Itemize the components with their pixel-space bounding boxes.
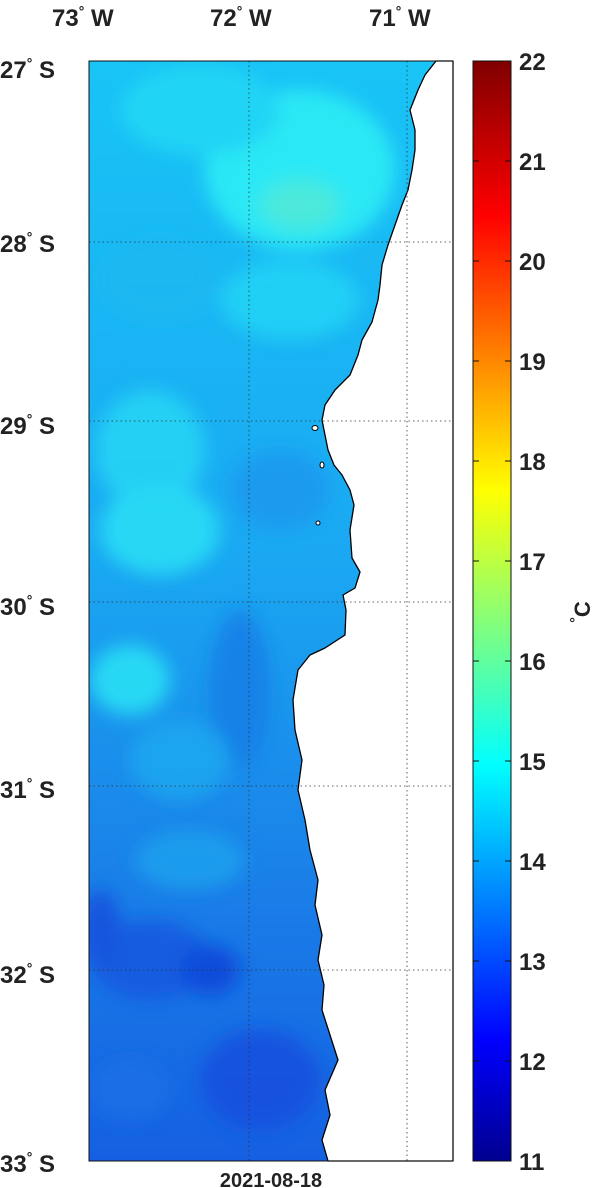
colorbar-tick-label: 17 bbox=[519, 549, 546, 576]
colorbar-tick-label: 22 bbox=[519, 49, 546, 76]
lon-label-72: 72° W bbox=[210, 3, 272, 32]
lat-label-32: 32° S bbox=[0, 960, 55, 989]
lat-label-28: 28° S bbox=[0, 229, 55, 258]
lat-label-33: 33° S bbox=[0, 1149, 55, 1178]
colorbar-ticks: 22 21 20 19 18 17 16 15 14 13 12 11 bbox=[473, 49, 546, 1176]
colorbar-tick-label: 11 bbox=[519, 1149, 544, 1176]
lat-label-27: 27° S bbox=[0, 55, 55, 84]
colorbar-unit: °C bbox=[567, 601, 593, 623]
graticule bbox=[89, 61, 453, 1161]
date-label: 2021-08-18 bbox=[220, 1170, 322, 1188]
colorbar-tick-label: 13 bbox=[519, 949, 546, 976]
colorbar-tick-label: 18 bbox=[519, 449, 546, 476]
islands bbox=[311, 425, 325, 526]
colorbar-tick-label: 12 bbox=[519, 1049, 546, 1076]
lat-label-31: 31° S bbox=[0, 775, 55, 804]
colorbar-tick-label: 20 bbox=[519, 249, 546, 276]
colorbar-tick-label: 14 bbox=[519, 849, 546, 876]
plot-frame bbox=[88, 60, 454, 1162]
lon-label-71: 71° W bbox=[369, 3, 431, 32]
lat-label-30: 30° S bbox=[0, 592, 55, 621]
colorbar-tick-label: 19 bbox=[519, 349, 546, 376]
colorbar bbox=[472, 60, 512, 1162]
land-mask bbox=[292, 60, 454, 1162]
lon-label-73: 73° W bbox=[52, 3, 114, 32]
lat-label-29: 29° S bbox=[0, 411, 55, 440]
colorbar-tick-label: 16 bbox=[519, 649, 546, 676]
longitude-labels: 73° W 72° W 71° W bbox=[52, 3, 431, 32]
colorbar-tick-label: 21 bbox=[519, 149, 546, 176]
colorbar-tick-label: 15 bbox=[519, 749, 546, 776]
latitude-labels: 27° S 28° S 29° S 30° S 31° S 32° S 33° … bbox=[0, 55, 55, 1178]
